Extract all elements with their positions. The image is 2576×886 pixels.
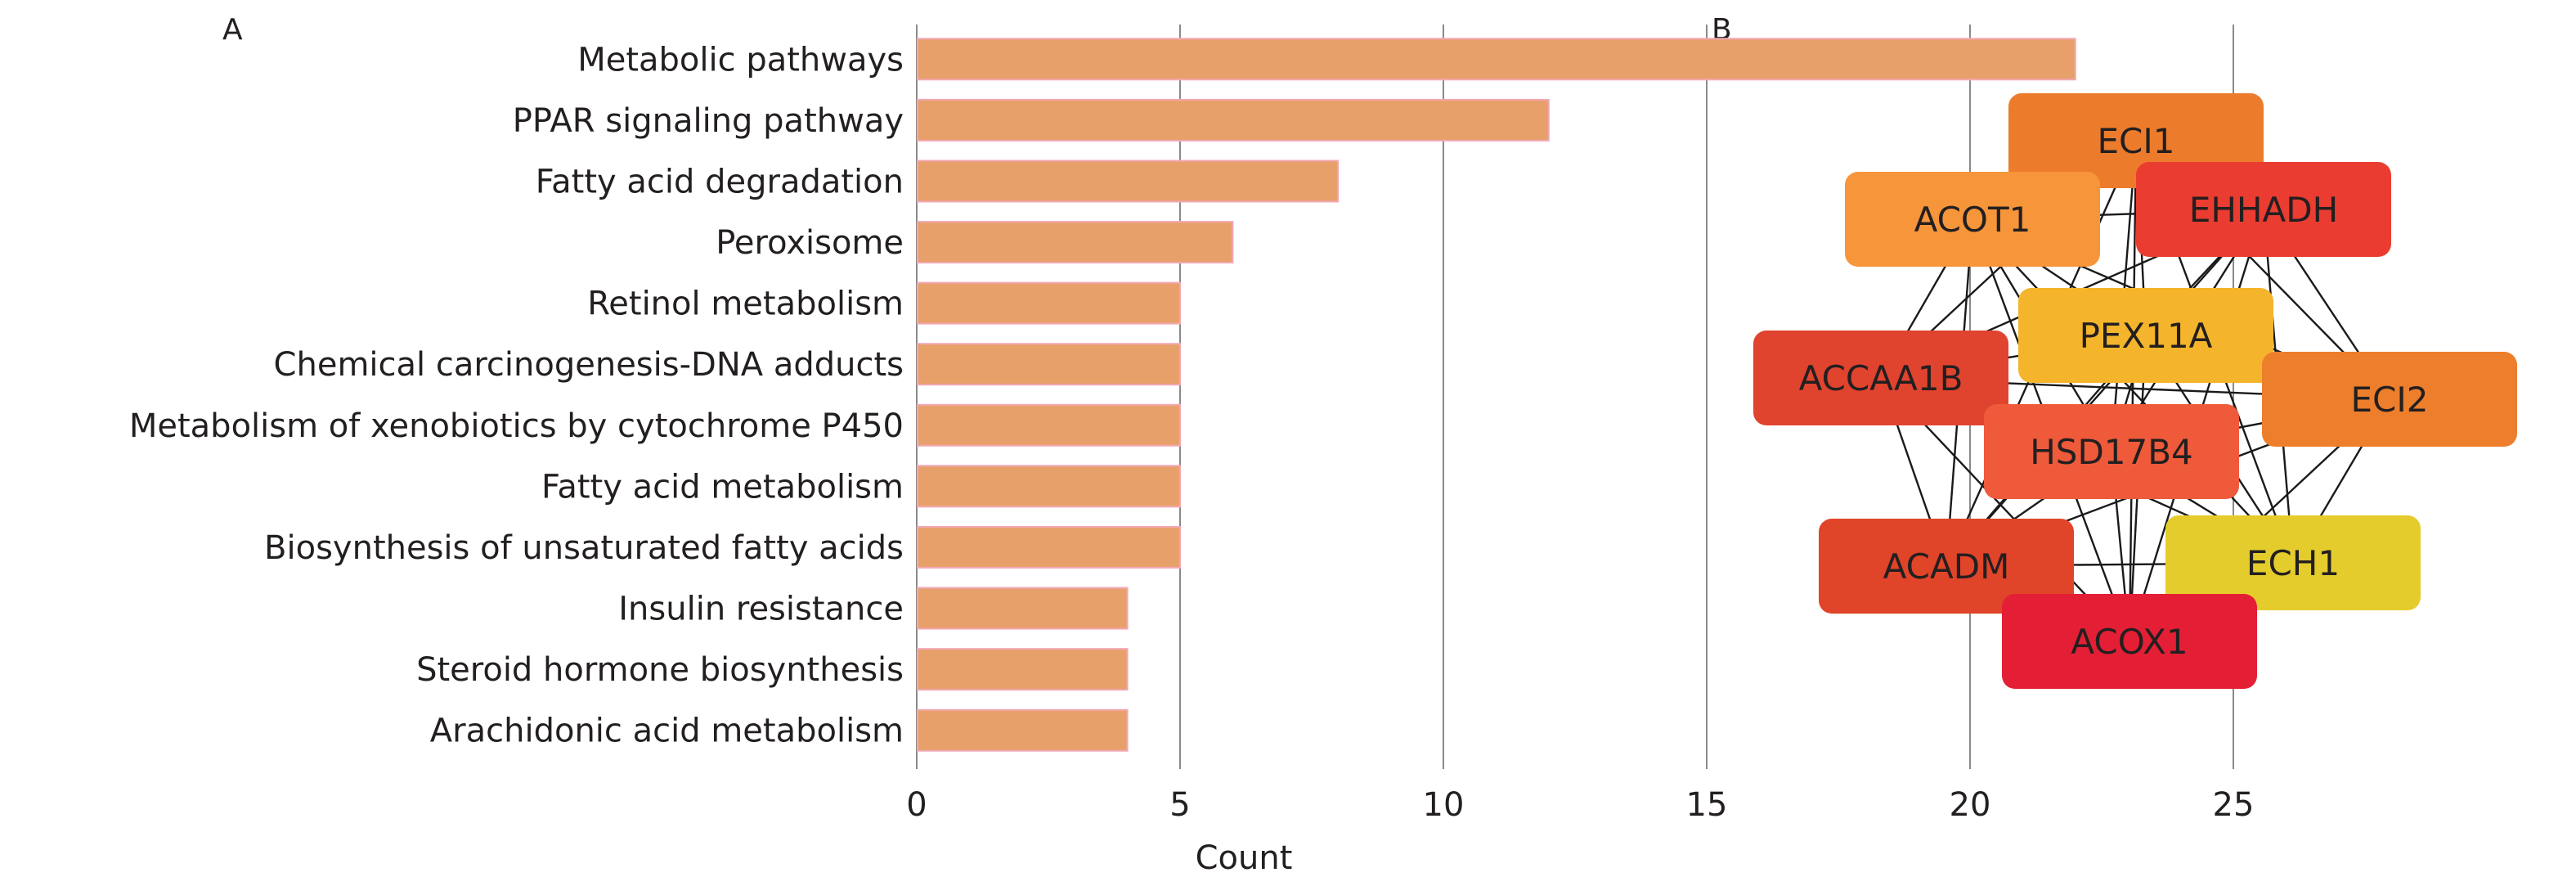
x-tick-labels: 0 5 10 15 20 25 (906, 786, 2254, 824)
category-label: PPAR signaling pathway (513, 102, 904, 140)
network-edge (1972, 218, 2294, 564)
node-label: EHHADH (2189, 190, 2338, 230)
category-label: Chemical carcinogenesis-DNA adducts (274, 346, 904, 384)
network-node: PEX11A (2018, 288, 2273, 383)
node-label: ACOX1 (2071, 622, 2188, 662)
bar-chart: Metabolic pathways PPAR signaling pathway… (129, 25, 2254, 877)
category-label: Insulin resistance (618, 591, 904, 628)
node-label: ACADM (1883, 546, 2010, 587)
x-tick-label: 10 (1423, 786, 1465, 824)
bar (917, 160, 1340, 203)
category-label: Metabolism of xenobiotics by cytochrome … (129, 407, 904, 445)
node-box (1845, 172, 2100, 267)
bar (917, 281, 1181, 325)
x-axis-label: Count (1196, 839, 1293, 877)
bar (917, 465, 1181, 508)
bar (917, 98, 1550, 142)
network-node: ACOX1 (2002, 594, 2257, 689)
network-node: HSD17B4 (1984, 404, 2239, 499)
bar (917, 343, 1181, 386)
x-tick-label: 25 (2213, 786, 2255, 824)
bar (917, 525, 1181, 569)
category-label: Peroxisome (716, 224, 904, 262)
node-label: ECI1 (2098, 121, 2175, 161)
bars (917, 38, 2076, 752)
node-label: PEX11A (2080, 316, 2213, 356)
category-label: Fatty acid degradation (536, 163, 904, 200)
network-node: ACADM (1819, 519, 2074, 614)
category-label: Metabolic pathways (577, 41, 904, 79)
network-node: ACOT1 (1845, 172, 2100, 267)
node-box (1984, 404, 2239, 499)
network-node: ECH1 (2165, 515, 2421, 610)
x-tick-label: 20 (1950, 786, 1991, 824)
category-label: Steroid hormone biosynthesis (416, 651, 904, 689)
panel-a-label: A (222, 13, 243, 47)
network-node: ECI2 (2262, 352, 2517, 447)
bar (917, 403, 1181, 447)
x-tick-label: 15 (1686, 786, 1728, 824)
network-node: EHHADH (2136, 162, 2391, 257)
network-diagram: ECI1 ACOT1 EHHADH PEX11A ACCAA1B ECI2 HSD17B4 A… (1753, 93, 2517, 689)
node-box (2002, 594, 2257, 689)
category-labels: Metabolic pathways PPAR signaling pathway… (129, 41, 904, 749)
x-tick-label: 0 (906, 786, 927, 824)
node-box (2165, 515, 2421, 610)
network-nodes: ECI1 ACOT1 EHHADH PEX11A ACCAA1B ECI2 HSD17B4 A… (1753, 93, 2517, 689)
bar (917, 38, 2076, 81)
node-label: ACOT1 (1914, 200, 2031, 240)
node-box (1753, 331, 2008, 425)
category-label: Retinol metabolism (587, 286, 904, 323)
x-tick-label: 5 (1169, 786, 1190, 824)
node-label: ACCAA1B (1799, 358, 1963, 398)
node-label: ECH1 (2246, 543, 2340, 583)
node-box (2136, 162, 2391, 257)
category-label: Arachidonic acid metabolism (430, 713, 904, 750)
bar (917, 587, 1129, 630)
bar (917, 648, 1129, 691)
node-label: ECI2 (2351, 380, 2429, 420)
bar (917, 708, 1129, 752)
node-box (1819, 519, 2074, 614)
node-label: HSD17B4 (2030, 432, 2193, 472)
category-label: Biosynthesis of unsaturated fatty acids (264, 529, 904, 567)
network-node: ACCAA1B (1753, 331, 2008, 425)
node-box (2262, 352, 2517, 447)
bar (917, 221, 1234, 264)
node-box (2018, 288, 2273, 383)
category-label: Fatty acid metabolism (541, 468, 904, 506)
